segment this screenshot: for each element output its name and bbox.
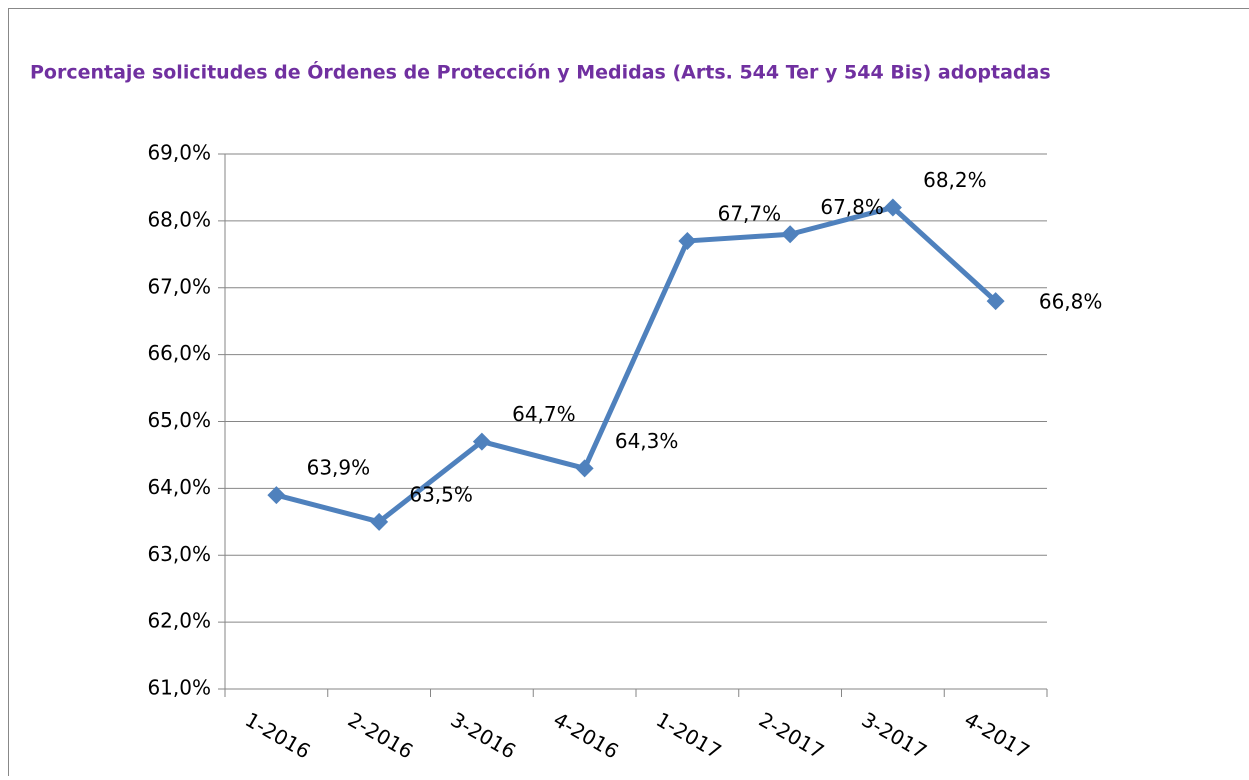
y-tick-label: 64,0%: [147, 475, 211, 499]
marker: [781, 225, 799, 243]
chart-border: [9, 9, 1249, 777]
line: [276, 208, 995, 522]
y-tick-label: 62,0%: [147, 609, 211, 633]
marker: [678, 232, 696, 250]
y-tick-label: 67,0%: [147, 274, 211, 298]
marker: [576, 459, 594, 477]
data-label: 67,7%: [718, 201, 782, 225]
x-tick-label: 3-2017: [858, 707, 931, 763]
data-label: 64,3%: [615, 429, 679, 453]
data-label: 67,8%: [820, 195, 884, 219]
y-tick-label: 69,0%: [147, 141, 211, 165]
data-label: 63,5%: [409, 482, 473, 506]
x-tick-label: 4-2016: [549, 707, 622, 763]
chart-title: Porcentaje solicitudes de Órdenes de Pro…: [30, 60, 1051, 84]
x-tick-label: 3-2016: [447, 707, 520, 763]
y-tick-label: 63,0%: [147, 542, 211, 566]
y-tick-label: 65,0%: [147, 408, 211, 432]
x-tick-label: 4-2017: [960, 707, 1033, 763]
x-tick-label: 1-2016: [241, 707, 314, 763]
x-tick-label: 2-2016: [344, 707, 417, 763]
data-label: 66,8%: [1039, 290, 1103, 314]
data-label: 64,7%: [512, 402, 576, 426]
y-tick-label: 61,0%: [147, 676, 211, 700]
data-label: 68,2%: [923, 168, 987, 192]
y-tick-label: 66,0%: [147, 341, 211, 365]
x-tick-label: 1-2017: [652, 707, 725, 763]
data-label: 63,9%: [307, 456, 371, 480]
y-tick-label: 68,0%: [147, 207, 211, 231]
x-tick-label: 2-2017: [755, 707, 828, 763]
